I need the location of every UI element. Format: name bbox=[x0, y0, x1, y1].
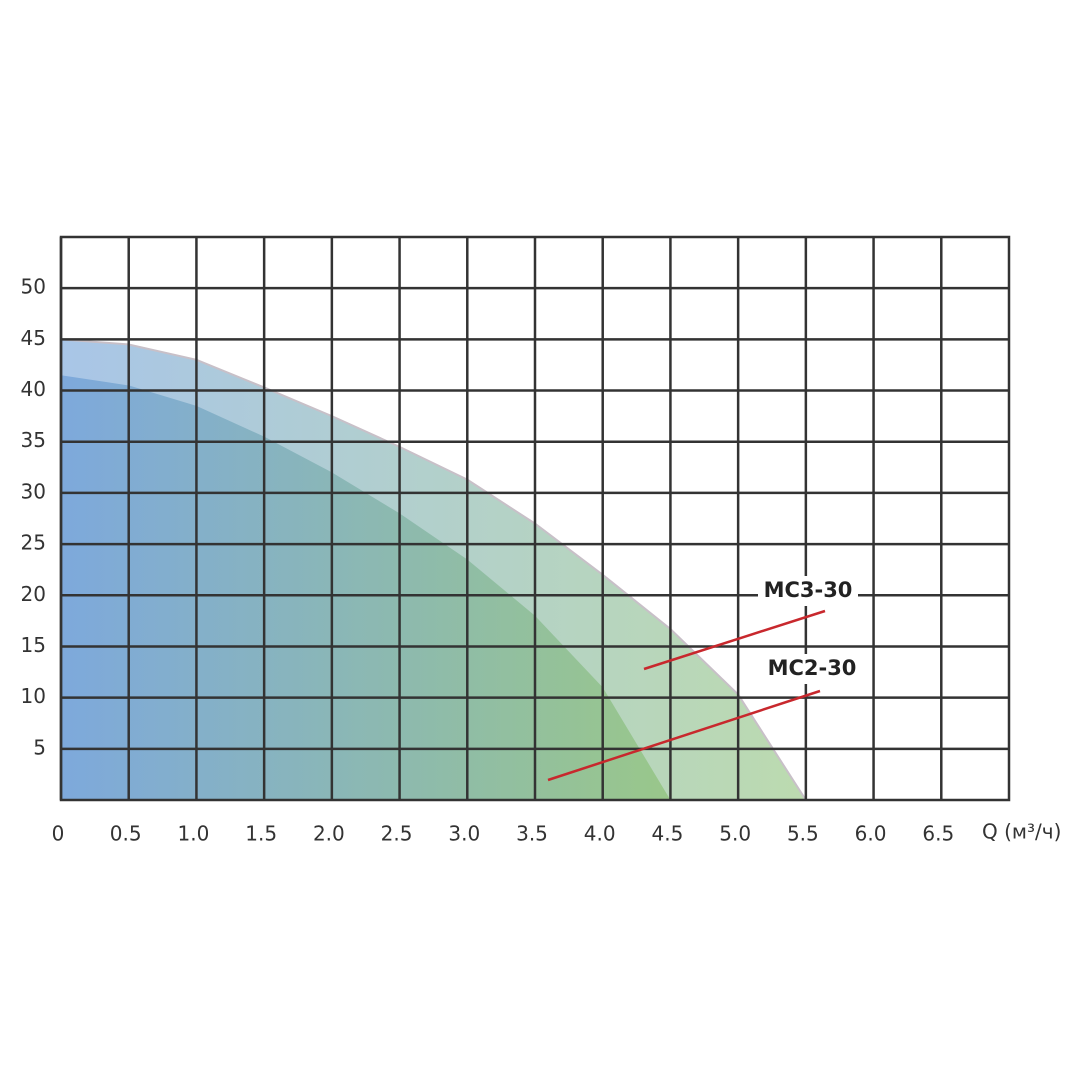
x-tick-label: 6.5 bbox=[922, 822, 954, 846]
x-tick-label: 1.5 bbox=[245, 822, 277, 846]
y-tick-label: 5 bbox=[33, 735, 46, 759]
x-tick-label: 3.5 bbox=[516, 822, 548, 846]
x-tick-label: 3.0 bbox=[448, 822, 480, 846]
x-tick-label: 5.0 bbox=[719, 822, 751, 846]
y-tick-label: 40 bbox=[21, 377, 46, 401]
series-label: MC2-30 bbox=[768, 656, 857, 680]
leader-line bbox=[547, 689, 821, 782]
x-tick-label: 4.5 bbox=[652, 822, 684, 846]
leader-line bbox=[643, 609, 826, 671]
x-tick-label: 0 bbox=[52, 822, 65, 846]
y-tick-label: 45 bbox=[21, 326, 46, 350]
y-tick-label: 30 bbox=[21, 479, 46, 503]
y-tick-label: 35 bbox=[21, 428, 46, 452]
x-tick-label: 2.5 bbox=[381, 822, 413, 846]
y-tick-label: 25 bbox=[21, 531, 46, 555]
x-axis-label: Q (м³/ч) bbox=[982, 820, 1061, 844]
x-tick-label: 4.0 bbox=[584, 822, 616, 846]
y-tick-label: 10 bbox=[21, 684, 46, 708]
x-tick-label: 1.0 bbox=[178, 822, 210, 846]
x-tick-label: 0.5 bbox=[110, 822, 142, 846]
y-tick-label: 50 bbox=[21, 275, 46, 299]
x-tick-label: 5.5 bbox=[787, 822, 819, 846]
area bbox=[61, 375, 671, 800]
x-tick-label: 2.0 bbox=[313, 822, 345, 846]
label-bg bbox=[762, 654, 862, 684]
plot-frame bbox=[59, 235, 1011, 802]
y-tick-label: 15 bbox=[21, 633, 46, 657]
x-tick-label: 6.0 bbox=[855, 822, 887, 846]
series-label: MC3-30 bbox=[764, 578, 853, 602]
label-bg bbox=[758, 576, 858, 606]
y-tick-label: 20 bbox=[21, 582, 46, 606]
